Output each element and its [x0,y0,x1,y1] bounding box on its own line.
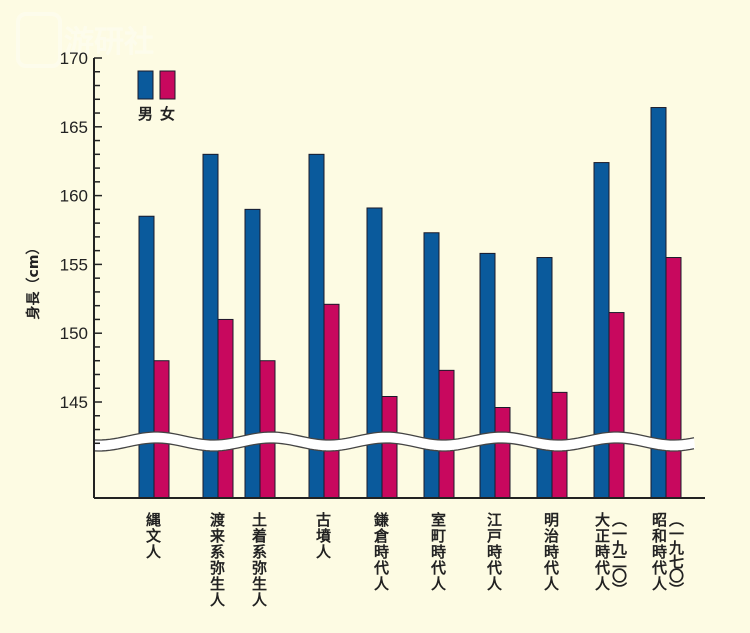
bar-male-4 [366,207,383,499]
x-tick-label: 鎌倉時代人 [372,512,390,592]
x-tick-label: 渡来系弥生人 [208,512,226,608]
bar-female-1 [217,318,234,499]
y-axis-label: 身長（cm） [25,241,42,320]
x-tick-label: 昭和時代人 [650,512,668,592]
y-tick-label: 165 [60,118,88,137]
x-tick-label: 江戸時代人 [485,512,503,592]
watermark-logo: 游研社 [16,12,154,68]
bar-female-8 [608,312,625,499]
bar-female-4 [381,395,398,499]
y-tick-label: 150 [60,324,88,343]
svg-text:游研社: 游研社 [64,25,154,60]
legend-swatch [159,70,176,100]
bar-male-8 [593,162,610,499]
legend-swatch [137,70,154,100]
legend: 男女 [137,70,176,123]
bar-female-6 [494,407,511,499]
x-tick-label: 縄文人 [144,512,162,560]
x-tick-label: 土着系弥生人 [250,512,268,608]
bar-male-7 [536,257,553,499]
y-tick-label: 170 [60,49,88,68]
x-tick-label: 室町時代人 [429,512,447,592]
bar-female-0 [153,360,170,499]
x-tick-label: 明治時代人 [542,512,560,592]
legend-label: 女 [160,105,175,123]
bar-male-2 [244,208,261,499]
legend-label: 男 [138,105,153,123]
x-tick-label: 古墳人 [314,512,332,560]
bar-male-5 [423,232,440,499]
x-tick-label: 大正時代人 [593,512,611,592]
bar-female-2 [259,360,276,499]
bar-female-5 [438,369,455,499]
y-tick-label: 155 [60,255,88,274]
y-tick-label: 160 [60,187,88,206]
bar-female-9 [665,257,682,499]
x-tick-sublabel: （一九七〇） [667,512,685,596]
axis-break-wave [93,431,695,452]
x-tick-sublabel: （一九二〇） [610,512,628,596]
bar-female-3 [323,303,340,499]
bar-male-0 [138,215,155,499]
y-tick-label: 145 [60,393,88,412]
bar-male-6 [479,252,496,499]
